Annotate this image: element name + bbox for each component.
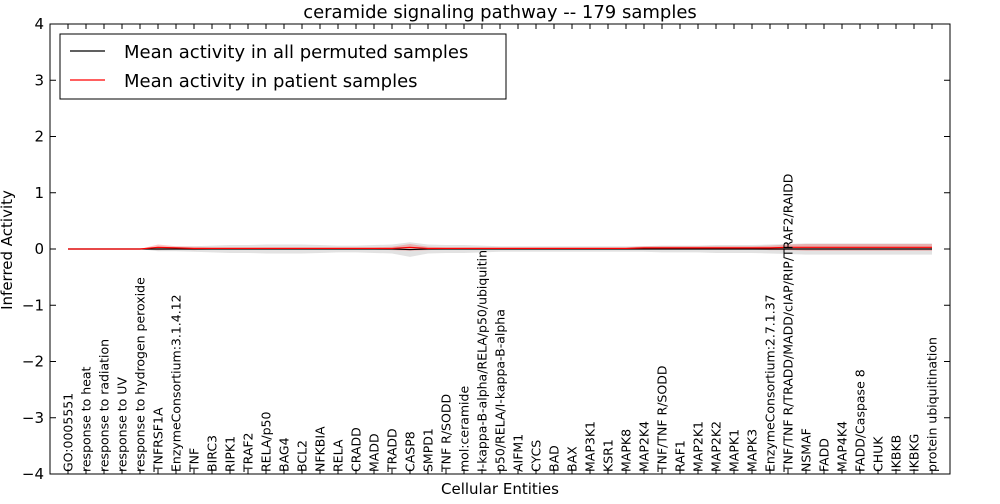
x-tick-label: EnzymeConsortium:2.7.1.37 [763,294,778,472]
x-tick-label: BAG4 [277,437,292,472]
x-tick-label: protein ubiquitination [925,337,940,472]
x-tick-label: response to UV [115,377,130,472]
x-tick-label: MAPK8 [619,429,634,472]
x-tick-label: NFKBIA [313,426,328,472]
x-tick-label: IKBKG [907,434,922,472]
x-tick-label: TNFRSF1A [151,407,166,473]
series-line-2 [68,246,932,250]
x-tick-label: MAP2K2 [709,421,724,472]
x-axis-label: Cellular Entities [441,480,559,498]
legend-box [59,33,507,100]
y-tick-label: 0 [34,240,44,258]
x-tick-label: TNF/TNF R/TRADD/MADD/cIAP/RIP/TRAF2/RAID… [781,174,796,473]
x-tick-label: RELA/p50 [259,412,274,472]
x-tick-label: RELA [331,439,346,472]
y-tick-label: 2 [34,128,44,146]
x-tick-label: response to radiation [97,339,112,472]
y-tick-label: −1 [22,296,44,314]
x-tick-label: TRAF2 [241,432,256,473]
x-tick-label: MAP3K1 [583,421,598,472]
x-tick-label: p50/RELA/I-kappa-B-alpha [493,309,508,472]
x-tick-label: IKBKB [889,435,904,472]
series-line-1 [68,248,932,251]
x-tick-label: MAPK1 [727,429,742,472]
x-tick-label: mol:ceramide [457,386,472,472]
x-tick-label: CYCS [529,440,544,472]
x-tick-label: GO:0005551 [61,393,76,472]
legend-label-2: Mean activity in patient samples [124,71,418,92]
x-tick-label: BCL2 [295,440,310,472]
x-tick-label: SMPD1 [421,428,436,472]
x-tick-label: MADD [367,433,382,472]
x-tick-label: CASP8 [403,431,418,472]
x-tick-label: I-kappa-B-alpha/RELA/p50/ubiquitin [475,250,490,472]
x-tick-label: CRADD [349,427,364,472]
y-tick-label: −3 [22,409,44,427]
x-tick-label: NSMAF [799,428,814,472]
y-tick-label: −4 [22,465,44,483]
x-tick-label: TNF R/SODD [439,394,454,473]
legend-label-1: Mean activity in all permuted samples [124,42,468,63]
y-tick-label: −2 [22,353,44,371]
x-tick-label: CHUK [871,436,886,472]
x-tick-label: MAP2K1 [691,421,706,472]
y-tick-label: 1 [34,184,44,202]
x-tick-label: TNF/TNF R/SODD [655,366,670,473]
x-tick-label: AIFM1 [511,434,526,472]
x-tick-label: response to heat [79,366,94,472]
x-tick-label: EnzymeConsortium:3.1.4.12 [169,294,184,472]
legend: Mean activity in all permuted samples Mea… [59,33,507,100]
y-axis-label: Inferred Activity [0,190,16,310]
x-tick-label: KSR1 [601,439,616,472]
x-tick-label: BIRC3 [205,435,220,472]
y-tick-label: 4 [34,15,44,33]
x-tick-label: BAX [565,446,580,472]
x-tick-label: FADD [817,438,832,472]
x-tick-label: RIPK1 [223,436,238,472]
x-tick-label: response to hydrogen peroxide [133,277,148,472]
x-tick-label: TRADD [385,428,400,473]
x-tick-label: BAD [547,445,562,472]
x-tick-label: MAP4K4 [835,421,850,472]
x-tick-label: FADD/Caspase 8 [853,369,868,472]
x-tick-label: MAPK3 [745,429,760,472]
x-tick-label: TNF [187,448,202,473]
x-tick-label: RAF1 [673,440,688,472]
chart-title: ceramide signaling pathway -- 179 sample… [303,2,697,23]
y-tick-label: 3 [34,71,44,89]
x-tick-label: MAP2K4 [637,421,652,472]
